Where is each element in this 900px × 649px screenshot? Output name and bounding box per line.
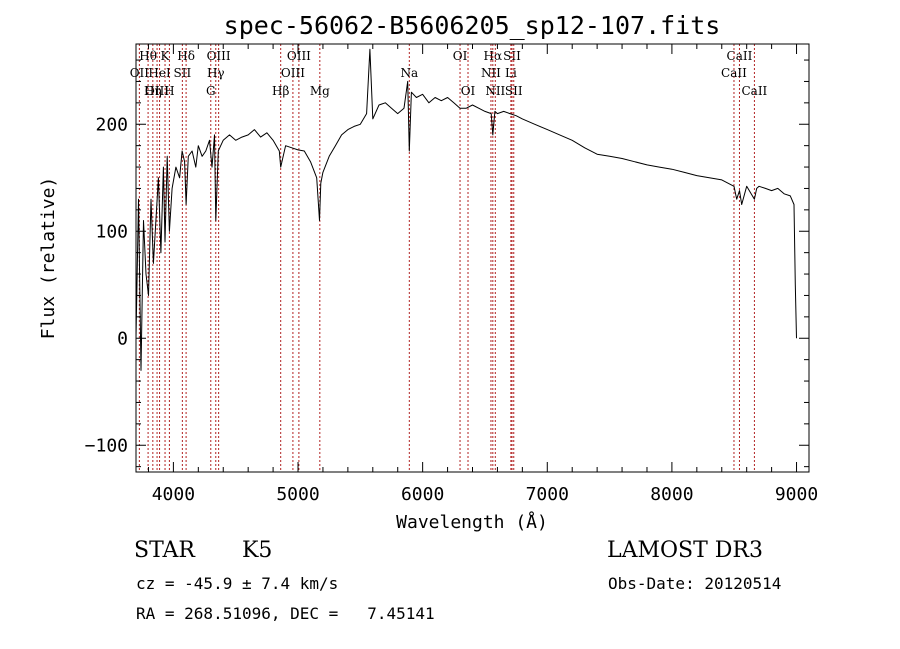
spectral-line-label: Hθ — [139, 49, 157, 63]
spectral-line-label: NII — [481, 66, 501, 80]
spectral-line-label: SII — [174, 66, 192, 80]
spectral-line-label: OIII — [207, 49, 231, 63]
spectral-line-label: Na — [400, 66, 418, 80]
spectral-line-label: G — [206, 84, 216, 98]
object-subclass: K5 — [242, 538, 273, 563]
chart-title: spec-56062-B5606205_sp12-107.fits — [224, 11, 721, 40]
y-tick-label: 200 — [95, 114, 128, 135]
spectral-line-label: Hα — [484, 49, 503, 63]
y-tick-label: 0 — [117, 328, 128, 349]
x-tick-label: 5000 — [276, 484, 319, 505]
spectral-line-label: OI — [461, 84, 476, 98]
spectral-line-label: SII — [505, 84, 523, 98]
spectral-line-label: Mg — [310, 84, 330, 98]
object-class: STAR — [134, 538, 195, 563]
spectral-line-label: CaII — [727, 49, 753, 63]
y-tick-label: 100 — [95, 221, 128, 242]
spectral-line-label: Hη — [144, 84, 162, 98]
x-axis-label: Wavelength (Å) — [396, 511, 548, 533]
x-tick-label: 4000 — [152, 484, 195, 505]
spectral-line-label: OIII — [287, 49, 311, 63]
spectral-line-label: Hδ — [177, 49, 195, 63]
obs-date: Obs-Date: 20120514 — [608, 574, 782, 593]
spectral-line-label: NII — [485, 84, 505, 98]
y-axis-label: Flux (relative) — [38, 177, 59, 340]
redshift-readout: cz = -45.9 ± 7.4 km/s — [136, 574, 339, 593]
coordinates-readout: RA = 268.51096, DEC = 7.45141 — [136, 604, 435, 623]
spectral-line-label: Hγ — [207, 66, 225, 80]
spectral-line-label: H — [164, 84, 174, 98]
spectral-line-label: CaII — [741, 84, 767, 98]
spectral-line-label: Li — [505, 66, 517, 80]
spectrum-series-line — [135, 48, 797, 371]
spectral-line-label: OIII — [281, 66, 305, 80]
spectral-line-label: Hβ — [272, 84, 289, 98]
spectrum-layer — [135, 48, 797, 371]
y-tick-label: −100 — [85, 435, 128, 456]
spectral-line-label: OII — [130, 66, 150, 80]
axes-layer: 4000 5000 6000 7000 8000 9000 −100 0 100 200 — [85, 44, 818, 505]
plot-frame — [135, 43, 810, 473]
x-tick-label: 8000 — [650, 484, 693, 505]
x-tick-label: 9000 — [775, 484, 818, 505]
spectral-line-label: CaII — [721, 66, 747, 80]
spectral-line-label: HeI — [148, 66, 171, 80]
spectral-line-label: SII — [503, 49, 521, 63]
spectral-line-label: OIII — [145, 84, 169, 98]
spectral-line-label: OI — [453, 49, 468, 63]
x-tick-label: 7000 — [526, 484, 569, 505]
x-tick-label: 6000 — [401, 484, 444, 505]
survey-name: LAMOST DR3 — [607, 538, 763, 563]
spectral-line-label: K — [161, 49, 171, 63]
